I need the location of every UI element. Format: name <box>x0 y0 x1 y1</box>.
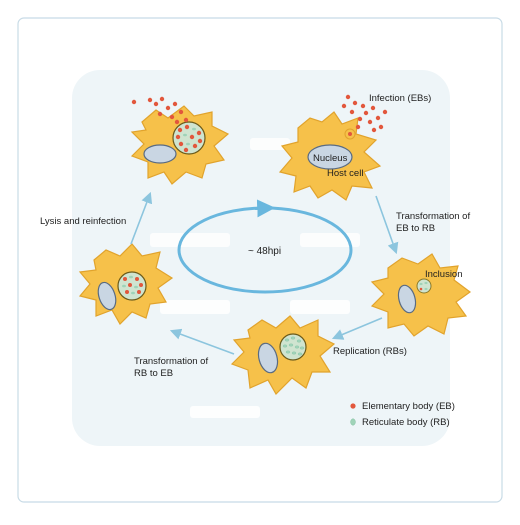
cycle-loop <box>177 199 353 294</box>
arrow-inclusion-to-replication <box>331 317 383 340</box>
host-cell-label: Host cell <box>327 168 363 179</box>
small-inclusion <box>416 278 432 294</box>
mixed-body-cluster <box>175 124 203 153</box>
arrow-infection-to-inclusion <box>375 195 399 255</box>
cell-inclusion <box>370 253 472 337</box>
infection-label: Infection (EBs) <box>369 93 431 104</box>
transform-eb-rb-line1: Transformation of <box>396 211 470 222</box>
rb-cluster <box>282 336 305 356</box>
legend-rb-label: Reticulate body (RB) <box>362 417 450 428</box>
nucleus-shape <box>257 342 279 374</box>
arrow-rb-eb-to-lysis <box>130 191 153 245</box>
nucleus-shape <box>143 144 177 164</box>
inclusion-label: Inclusion <box>425 269 463 280</box>
cycle-arrowhead <box>254 199 276 218</box>
legend-rb-marker <box>350 418 356 426</box>
host-cell-body <box>370 253 472 337</box>
nucleus-shape <box>397 284 417 314</box>
nucleus-shape <box>307 144 353 170</box>
cycle-time-label: ~ 48hpi <box>248 246 281 257</box>
transform-rb-eb-line2: RB to EB <box>134 368 173 379</box>
arrow-replication-to-rb-eb <box>169 328 235 355</box>
transition-arrows <box>130 191 399 355</box>
lysis-label: Lysis and reinfection <box>40 216 126 227</box>
nucleus-shape <box>97 281 117 311</box>
legend-eb-marker <box>350 403 356 409</box>
legend-eb-label: Elementary body (EB) <box>362 401 455 412</box>
panel-highlights <box>150 138 360 418</box>
transform-eb-rb-line2: EB to RB <box>396 223 435 234</box>
cell-lysis <box>130 96 230 185</box>
eb-dot <box>348 132 352 136</box>
rb-cluster <box>419 281 428 291</box>
replication-label: Replication (RBs) <box>333 346 407 357</box>
cell-infection <box>278 94 388 201</box>
cell-replication <box>230 315 336 395</box>
mixed-body-cluster <box>122 275 143 295</box>
released-eb-cluster <box>131 96 189 125</box>
transform-rb-eb-line1: Transformation of <box>134 356 208 367</box>
nucleus-label: Nucleus <box>313 153 348 164</box>
eb-cluster <box>341 94 388 133</box>
cell-rb-to-eb <box>78 243 174 325</box>
legend: Elementary body (EB) Reticulate body (RB… <box>350 401 455 428</box>
